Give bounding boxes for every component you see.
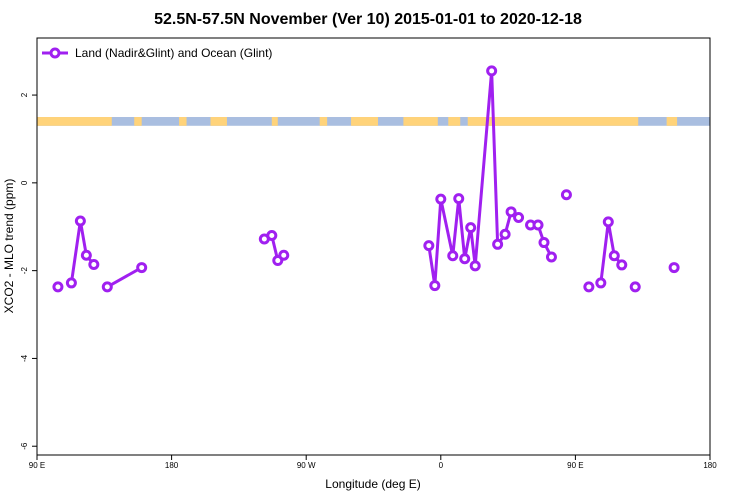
legend: Land (Nadir&Glint) and Ocean (Glint) bbox=[42, 46, 272, 60]
data-point bbox=[532, 219, 544, 231]
y-tick-label: -6 bbox=[20, 442, 29, 450]
x-axis-label: Longitude (deg E) bbox=[325, 477, 420, 491]
data-point bbox=[266, 230, 278, 242]
land-block bbox=[134, 117, 142, 126]
data-point bbox=[499, 228, 511, 240]
legend-marker bbox=[49, 47, 61, 59]
data-point bbox=[88, 258, 100, 270]
data-point bbox=[595, 277, 607, 289]
y-axis: 2 0 -2 -4 -6 bbox=[20, 92, 37, 450]
data-point bbox=[423, 240, 435, 252]
land-block bbox=[271, 117, 278, 126]
land-block bbox=[403, 117, 438, 126]
y-tick-label: -2 bbox=[20, 267, 29, 275]
data-point bbox=[429, 280, 441, 292]
x-tick-label: 0 bbox=[439, 461, 444, 470]
series-line bbox=[599, 220, 623, 284]
land-block bbox=[37, 117, 112, 126]
data-point bbox=[505, 206, 517, 218]
data-point bbox=[538, 237, 550, 249]
y-tick-label: 0 bbox=[20, 180, 29, 185]
data-point bbox=[668, 262, 680, 274]
data-point bbox=[52, 281, 64, 293]
data-point bbox=[629, 281, 641, 293]
land-block bbox=[210, 117, 227, 126]
data-point bbox=[65, 277, 77, 289]
land-block bbox=[179, 117, 187, 126]
data-point bbox=[435, 193, 447, 205]
data-point bbox=[136, 262, 148, 274]
land-block bbox=[448, 117, 461, 126]
x-tick-label: 90 W bbox=[297, 461, 316, 470]
x-axis: 90 E 180 90 W 0 90 E 180 bbox=[29, 455, 717, 470]
data-point bbox=[492, 238, 504, 250]
x-tick-label: 180 bbox=[703, 461, 717, 470]
series-land-ocean bbox=[52, 65, 680, 293]
data-point bbox=[608, 250, 620, 262]
data-point bbox=[80, 249, 92, 261]
data-point bbox=[486, 65, 498, 77]
series-line bbox=[427, 69, 520, 288]
x-tick-label: 90 E bbox=[567, 461, 583, 470]
data-point bbox=[101, 281, 113, 293]
plot-frame bbox=[36, 37, 711, 456]
data-point bbox=[74, 215, 86, 227]
data-point bbox=[616, 259, 628, 271]
y-tick-label: -4 bbox=[20, 354, 29, 362]
data-point bbox=[447, 250, 459, 262]
x-tick-label: 180 bbox=[165, 461, 179, 470]
data-point bbox=[602, 216, 614, 228]
series-line bbox=[69, 219, 95, 284]
series-line bbox=[106, 266, 143, 289]
land-block bbox=[319, 117, 328, 126]
x-tick-label: 90 E bbox=[29, 461, 45, 470]
data-point bbox=[453, 193, 465, 205]
data-point bbox=[513, 212, 525, 224]
y-tick-label: 2 bbox=[20, 92, 29, 97]
data-point bbox=[560, 189, 572, 201]
land-block bbox=[467, 117, 639, 126]
data-point bbox=[459, 253, 471, 265]
legend-label: Land (Nadir&Glint) and Ocean (Glint) bbox=[75, 46, 272, 60]
y-axis-label: XCO2 - MLO trend (ppm) bbox=[2, 179, 16, 314]
surface-strip bbox=[37, 117, 710, 126]
data-point bbox=[583, 281, 595, 293]
land-block bbox=[666, 117, 678, 126]
land-block bbox=[351, 117, 378, 126]
data-point bbox=[469, 260, 481, 272]
data-point bbox=[545, 251, 557, 263]
data-point bbox=[278, 249, 290, 261]
data-point bbox=[465, 222, 477, 234]
chart-title: 52.5N-57.5N November (Ver 10) 2015-01-01… bbox=[154, 11, 582, 28]
